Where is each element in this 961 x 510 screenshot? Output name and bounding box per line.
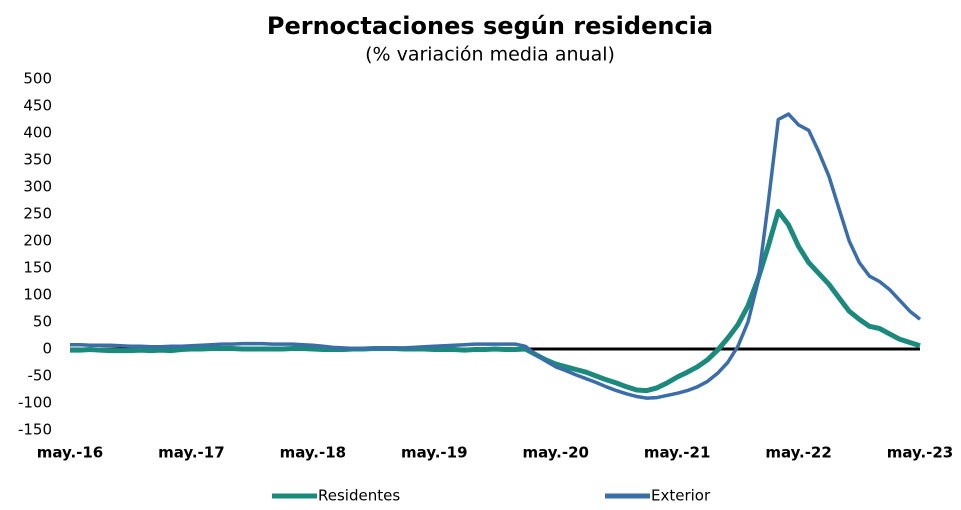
y-tick-label: -100 (18, 394, 52, 412)
x-tick-label: may.-22 (765, 444, 832, 462)
x-tick-label: may.-18 (280, 444, 347, 462)
x-tick-label: may.-16 (37, 444, 104, 462)
x-tick-label: may.-21 (644, 444, 711, 462)
y-tick-label: 400 (23, 124, 52, 142)
chart-subtitle: (% variación media anual) (365, 44, 615, 66)
chart-title: Pernoctaciones según residencia (267, 12, 713, 40)
x-tick-label: may.-23 (887, 444, 954, 462)
legend-label: Exterior (651, 487, 711, 505)
y-tick-label: -150 (18, 421, 52, 439)
y-tick-label: 300 (23, 178, 52, 196)
line-series (70, 112, 922, 400)
y-tick-label: 150 (23, 259, 52, 277)
x-tick-label: may.-19 (401, 444, 468, 462)
x-tick-label: may.-17 (158, 444, 225, 462)
y-tick-label: 100 (23, 286, 52, 304)
line-series (70, 208, 921, 394)
legend-label: Residentes (318, 487, 400, 505)
y-tick-label: 0 (42, 340, 52, 358)
y-tick-label: -50 (28, 367, 53, 385)
x-tick-label: may.-20 (522, 444, 589, 462)
y-tick-label: 350 (23, 151, 52, 169)
y-tick-label: 450 (23, 97, 52, 115)
y-tick-label: 250 (23, 205, 52, 223)
y-tick-label: 500 (23, 70, 52, 88)
y-tick-label: 50 (33, 313, 52, 331)
y-tick-label: 200 (23, 232, 52, 250)
